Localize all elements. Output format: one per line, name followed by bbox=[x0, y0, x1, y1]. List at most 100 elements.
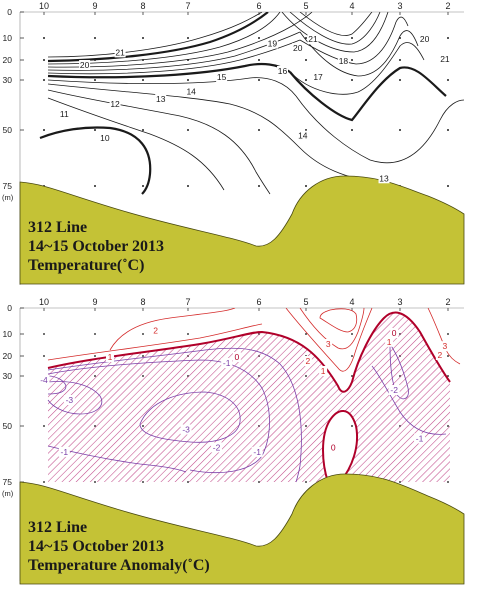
contour-label: 13 bbox=[379, 173, 389, 183]
sample-point bbox=[305, 185, 307, 187]
caption-line-date: 14~15 October 2013 bbox=[28, 238, 165, 255]
contour-label-bg bbox=[211, 442, 223, 453]
sample-point bbox=[447, 129, 449, 131]
contour-label: 14 bbox=[298, 131, 308, 141]
sample-point bbox=[94, 185, 96, 187]
contour-label-bg bbox=[390, 328, 399, 338]
station-label: 2 bbox=[445, 1, 450, 11]
sample-point bbox=[43, 79, 45, 81]
station-label: 6 bbox=[256, 1, 261, 11]
station-label: 6 bbox=[256, 297, 261, 307]
anomaly-plus-2-east bbox=[299, 308, 365, 350]
station-label: 9 bbox=[92, 297, 97, 307]
temperature-caption: 312 Line 14~15 October 2013 Temperature(… bbox=[28, 218, 164, 275]
contour-label-bg bbox=[439, 54, 451, 64]
contour-label: 16 bbox=[278, 66, 288, 76]
isotherm-17-east bbox=[299, 30, 419, 77]
contour-label-bg bbox=[38, 375, 50, 385]
isotherm-12 bbox=[47, 89, 271, 195]
station-label: 7 bbox=[185, 297, 190, 307]
contour-label-bg bbox=[419, 34, 431, 45]
sample-point bbox=[305, 79, 307, 81]
anomaly-minus-1 bbox=[47, 347, 302, 483]
contour-label-bg bbox=[388, 385, 400, 395]
sample-point bbox=[351, 425, 353, 427]
anomaly-minus-4-west bbox=[47, 375, 67, 395]
contour-label-bg bbox=[337, 56, 349, 66]
contour-label-bg bbox=[324, 339, 333, 349]
contour-label-bg bbox=[312, 72, 324, 82]
temperature-contours bbox=[39, 12, 464, 195]
sample-point bbox=[94, 333, 96, 335]
station-label: 3 bbox=[397, 1, 402, 11]
contour-label-bg bbox=[385, 336, 394, 347]
sample-point bbox=[43, 333, 45, 335]
depth-label: 50 bbox=[3, 125, 13, 135]
sample-point bbox=[187, 37, 189, 39]
contour-label: 20 bbox=[80, 60, 90, 70]
sample-point bbox=[94, 79, 96, 81]
contour-label: 1 bbox=[387, 337, 392, 347]
contour-label-bg bbox=[232, 352, 241, 362]
contour-label-bg bbox=[151, 325, 160, 336]
contour-label: 20 bbox=[293, 43, 303, 53]
sample-point bbox=[43, 129, 45, 131]
isotherm-18-east bbox=[299, 16, 409, 65]
anomaly-zero-contour bbox=[47, 311, 451, 393]
station-label: 3 bbox=[397, 297, 402, 307]
sample-point bbox=[351, 129, 353, 131]
contour-label: 1 bbox=[108, 352, 113, 362]
anomaly-plus-2 bbox=[109, 308, 236, 351]
contour-label: -3 bbox=[66, 395, 74, 405]
isotherm-11 bbox=[47, 97, 225, 191]
caption-line-name: 312 Line bbox=[28, 219, 88, 236]
station-label: 2 bbox=[445, 297, 450, 307]
contour-label: 14 bbox=[186, 87, 196, 97]
contour-label-bg bbox=[79, 60, 91, 70]
temperature-plot: 10 9 8 7 6 5 4 3 2 0 10 20 30 50 75 (m) bbox=[2, 1, 465, 285]
sample-point bbox=[43, 37, 45, 39]
sample-point bbox=[258, 79, 260, 81]
sample-point bbox=[305, 37, 307, 39]
anomaly-plus-3-east bbox=[319, 308, 358, 333]
sample-point bbox=[447, 79, 449, 81]
sample-point bbox=[187, 129, 189, 131]
isotherm-16-east bbox=[289, 42, 425, 95]
depth-label: 75 bbox=[3, 181, 13, 191]
contour-label-bg bbox=[414, 433, 426, 444]
depth-label: 75 bbox=[3, 477, 13, 487]
anomaly-plus-1-east bbox=[285, 308, 373, 372]
isotherm-14-east bbox=[295, 95, 464, 164]
caption-line-date: 14~15 October 2013 bbox=[28, 538, 165, 555]
seafloor-terrain bbox=[19, 473, 465, 585]
depth-ticks: 0 10 20 30 50 75 (m) bbox=[2, 7, 24, 202]
sample-point bbox=[142, 129, 144, 131]
isotherm-20-thick bbox=[47, 12, 269, 63]
sample-point bbox=[351, 79, 353, 81]
contour-label: 21 bbox=[115, 47, 125, 57]
contour-label-bg bbox=[319, 366, 328, 376]
anomaly-minus-2-east bbox=[389, 342, 409, 400]
sample-point bbox=[187, 185, 189, 187]
station-label: 8 bbox=[140, 297, 145, 307]
sample-point bbox=[351, 37, 353, 39]
contour-label-bg bbox=[155, 94, 167, 104]
contour-label: 2 bbox=[437, 350, 442, 360]
contour-label: -1 bbox=[416, 433, 424, 443]
station-label: 10 bbox=[39, 1, 49, 11]
contour-label: 21 bbox=[440, 54, 450, 64]
contour-label: 3 bbox=[326, 339, 331, 349]
contour-label: -3 bbox=[182, 424, 190, 434]
isotherm-18 bbox=[47, 12, 313, 68]
depth-label: 30 bbox=[3, 371, 13, 381]
anomaly-minus-1-east bbox=[371, 365, 447, 435]
sample-point bbox=[351, 355, 353, 357]
contour-label-bg bbox=[435, 350, 444, 360]
contour-label-bg bbox=[297, 130, 309, 141]
contour-label-bg bbox=[63, 395, 75, 405]
station-label: 4 bbox=[349, 1, 354, 11]
contour-label: 19 bbox=[268, 39, 278, 49]
depth-label: 30 bbox=[3, 75, 13, 85]
contour-label: 2 bbox=[306, 356, 311, 366]
